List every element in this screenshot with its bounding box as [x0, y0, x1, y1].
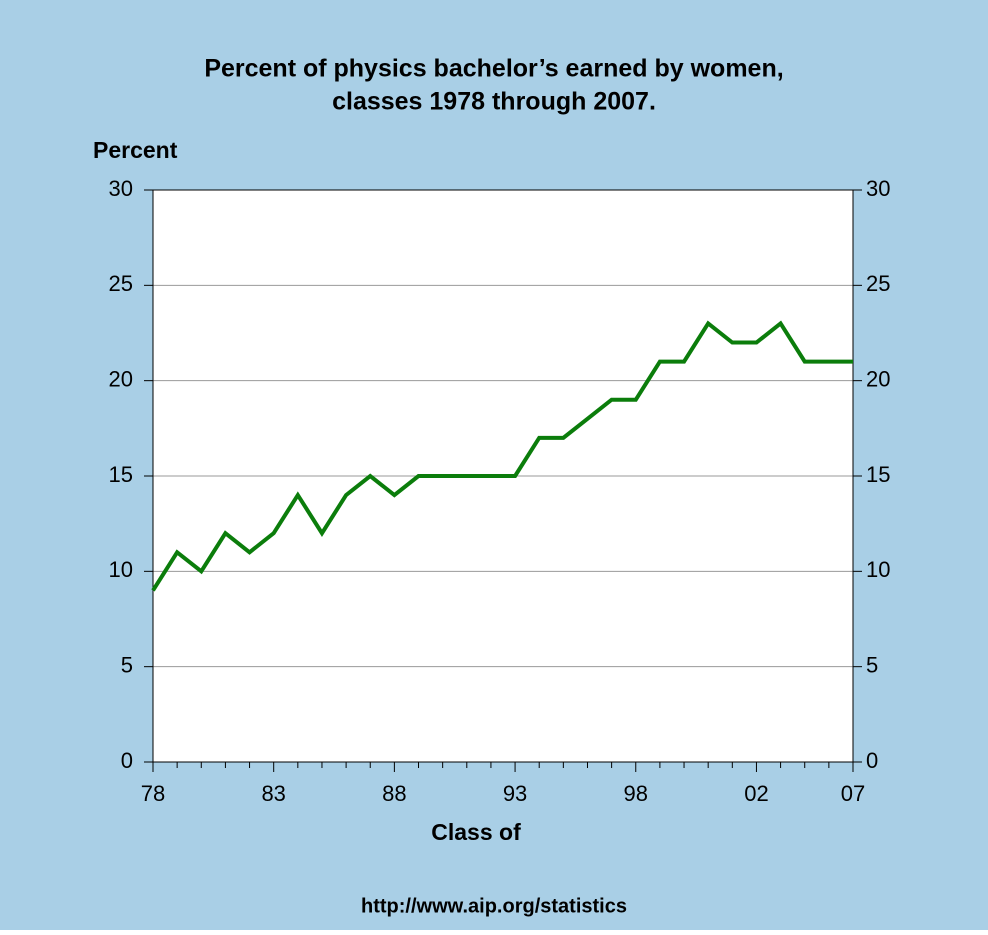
source: http://www.aip.org/statistics	[361, 895, 627, 917]
y2-tick-label: 10	[866, 557, 890, 582]
y2-tick-label: 15	[866, 462, 890, 487]
x-tick-label: 88	[382, 781, 406, 806]
x-tick-label: 02	[744, 781, 768, 806]
y-tick-label: 5	[121, 652, 133, 677]
y-tick-label: 15	[109, 462, 133, 487]
y-tick-label: 25	[109, 271, 133, 296]
y2-tick-label: 25	[866, 271, 890, 296]
y2-tick-label: 0	[866, 748, 878, 773]
y-tick-label: 30	[109, 176, 133, 201]
y-axis-label: Percent	[93, 137, 178, 163]
y2-tick-label: 30	[866, 176, 890, 201]
y-tick-label: 20	[109, 366, 133, 391]
x-axis-label: Class of	[431, 819, 521, 845]
x-tick-label: 07	[841, 781, 865, 806]
y2-tick-label: 5	[866, 652, 878, 677]
chart-title: Percent of physics bachelor’s earned by …	[204, 55, 783, 83]
chart-title: classes 1978 through 2007.	[332, 88, 656, 116]
x-tick-label: 83	[261, 781, 285, 806]
plot-frame	[152, 189, 854, 763]
y2-tick-label: 20	[866, 366, 890, 391]
x-tick-label: 98	[624, 781, 648, 806]
data-line	[151, 320, 853, 592]
x-tick-label: 78	[141, 781, 165, 806]
y-tick-label: 0	[121, 748, 133, 773]
y-tick-label: 10	[109, 557, 133, 582]
x-tick-label: 93	[503, 781, 527, 806]
